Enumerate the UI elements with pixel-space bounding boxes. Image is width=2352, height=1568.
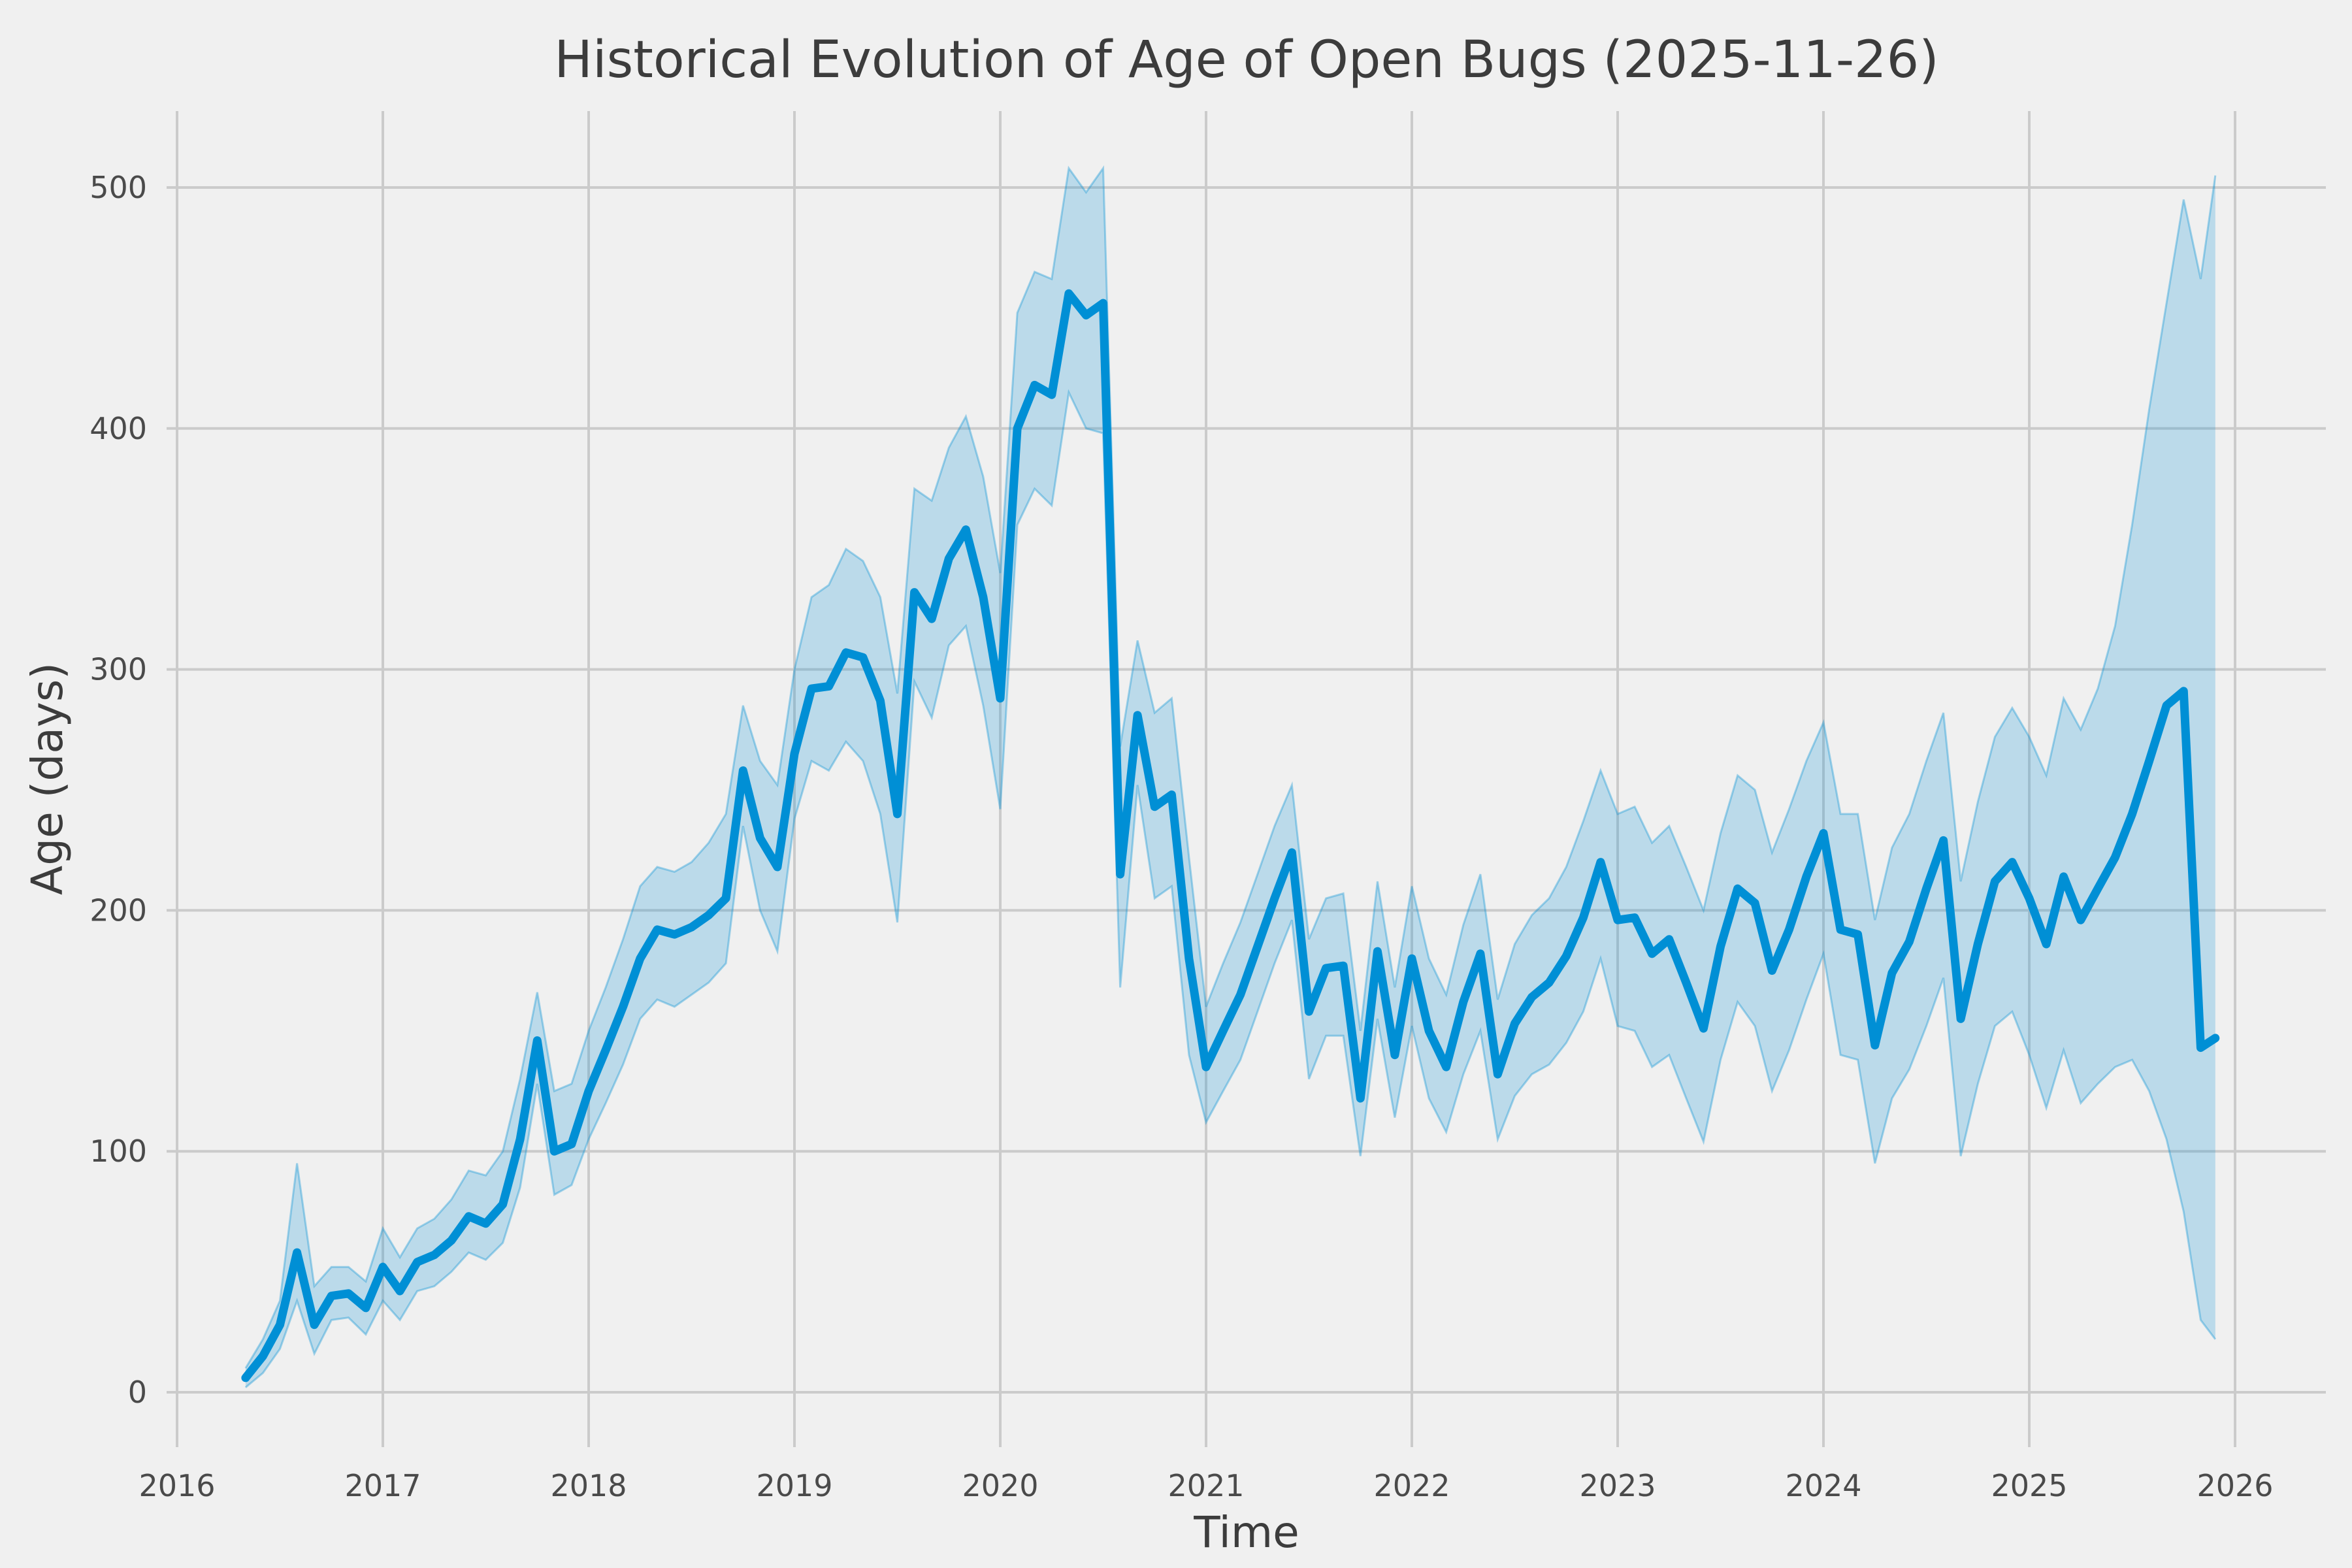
x-tick-label: 2023 bbox=[1579, 1468, 1656, 1503]
x-tick-label: 2022 bbox=[1373, 1468, 1450, 1503]
x-axis-label: Time bbox=[1193, 1507, 1299, 1558]
x-tick-label: 2018 bbox=[550, 1468, 627, 1503]
y-tick-label: 300 bbox=[90, 652, 147, 687]
x-tick-label: 2024 bbox=[1785, 1468, 1861, 1503]
confidence-band-lower-edge bbox=[244, 389, 2216, 1388]
gridlines bbox=[167, 111, 2326, 1447]
x-tick-label: 2026 bbox=[2197, 1468, 2273, 1503]
chart-title: Historical Evolution of Age of Open Bugs… bbox=[554, 31, 1938, 90]
confidence-band bbox=[245, 168, 2215, 1388]
x-tick-labels: 2016 2017 2018 2019 2020 2021 2022 2023 2024 2025… bbox=[139, 1468, 2273, 1503]
y-tick-label: 0 bbox=[128, 1375, 147, 1410]
x-tick-label: 2021 bbox=[1168, 1468, 1244, 1503]
y-tick-label: 400 bbox=[90, 411, 147, 446]
x-tick-label: 2019 bbox=[756, 1468, 832, 1503]
x-tick-label: 2017 bbox=[344, 1468, 421, 1503]
confidence-band-upper-edge bbox=[244, 165, 2217, 1369]
x-tick-label: 2025 bbox=[1991, 1468, 2067, 1503]
data-line bbox=[241, 289, 2220, 1382]
y-tick-label: 200 bbox=[90, 892, 147, 928]
x-tick-label: 2016 bbox=[139, 1468, 215, 1503]
y-tick-labels: 0 100 200 300 400 500 bbox=[90, 170, 147, 1410]
x-tick-label: 2020 bbox=[962, 1468, 1038, 1503]
y-axis-label: Age (days) bbox=[22, 662, 73, 895]
y-tick-label: 100 bbox=[90, 1134, 147, 1169]
y-tick-label: 500 bbox=[90, 170, 147, 205]
